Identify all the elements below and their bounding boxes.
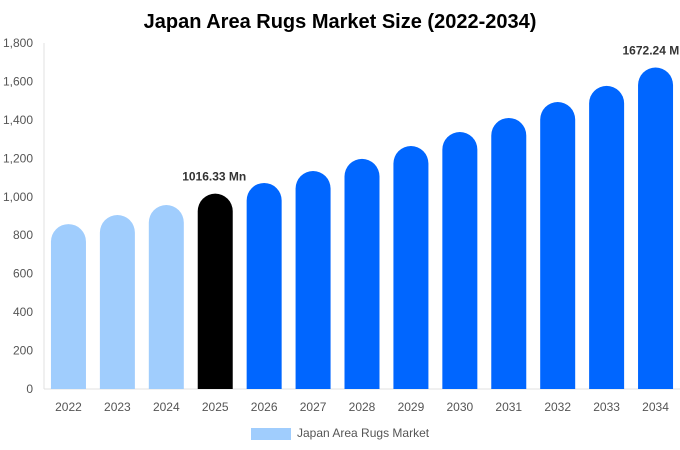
bar-2031[interactable] xyxy=(491,117,527,389)
y-tick-label: 200 xyxy=(13,344,33,358)
bar-2025[interactable] xyxy=(197,193,233,389)
x-tick-label: 2027 xyxy=(300,400,327,414)
x-tick-label: 2026 xyxy=(251,400,278,414)
bar-2029[interactable] xyxy=(393,146,429,389)
y-tick-label: 1,400 xyxy=(3,113,33,127)
bar-2032[interactable] xyxy=(540,102,576,390)
x-tick-label: 2031 xyxy=(495,400,522,414)
bar-2033[interactable] xyxy=(589,85,625,390)
y-tick-label: 1,800 xyxy=(3,36,33,50)
x-tick-label: 2022 xyxy=(55,400,82,414)
bar-2034[interactable] xyxy=(638,67,674,389)
x-tick-label: 2025 xyxy=(202,400,229,414)
y-tick-label: 800 xyxy=(13,228,33,242)
x-tick-label: 2029 xyxy=(398,400,425,414)
bar-2026[interactable] xyxy=(246,182,282,389)
y-tick-label: 1,200 xyxy=(3,151,33,165)
x-tick-label: 2024 xyxy=(153,400,180,414)
bar-2023[interactable] xyxy=(99,215,135,389)
x-tick-label: 2023 xyxy=(104,400,131,414)
legend-swatch xyxy=(251,428,291,440)
x-tick-label: 2032 xyxy=(544,400,571,414)
y-tick-label: 400 xyxy=(13,305,33,319)
x-tick-label: 2030 xyxy=(446,400,473,414)
x-tick-label: 2034 xyxy=(642,400,669,414)
x-tick-label: 2028 xyxy=(349,400,376,414)
chart-title: Japan Area Rugs Market Size (2022-2034) xyxy=(144,11,537,33)
legend-label: Japan Area Rugs Market xyxy=(297,426,430,440)
y-tick-label: 600 xyxy=(13,267,33,281)
x-tick-label: 2033 xyxy=(593,400,620,414)
bar-2027[interactable] xyxy=(295,171,331,389)
bar-2024[interactable] xyxy=(148,205,184,389)
data-label: 1672.24 Mn xyxy=(623,44,680,58)
y-tick-label: 1,000 xyxy=(3,190,33,204)
bar-2028[interactable] xyxy=(344,158,380,389)
bar-2030[interactable] xyxy=(442,131,478,389)
y-tick-label: 0 xyxy=(26,382,33,396)
y-tick-label: 1,600 xyxy=(3,74,33,88)
data-label: 1016.33 Mn xyxy=(182,170,246,184)
bar-2022[interactable] xyxy=(50,224,86,389)
legend[interactable]: Japan Area Rugs Market xyxy=(251,426,430,440)
